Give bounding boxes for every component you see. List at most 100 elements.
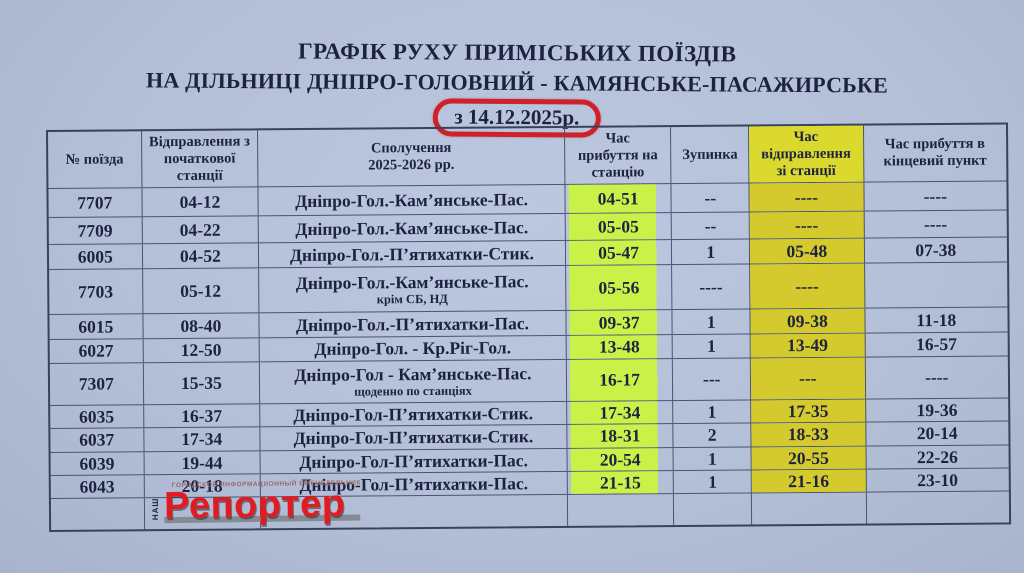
cell-final-arrival: 07-38 bbox=[915, 239, 957, 260]
cell-final-arrival: 11-18 bbox=[916, 309, 957, 330]
cell-departure-station: 21-16 bbox=[751, 469, 867, 493]
cell-train-number: 7703 bbox=[49, 269, 144, 314]
route-note: крім СБ, НД bbox=[376, 291, 448, 306]
cell-departure-origin: 16-37 bbox=[143, 404, 261, 428]
cell-train-number: 6043 bbox=[50, 475, 145, 498]
train-schedule-table: № поїзда Відправлення з початкової станц… bbox=[46, 122, 1012, 532]
cell-final-arrival bbox=[866, 491, 1009, 523]
cell-stop: 1 bbox=[674, 470, 752, 494]
cell-train-number: 6015 bbox=[49, 314, 144, 339]
route-text: Дніпро-Гол.-Кам’янське-Пас. bbox=[295, 270, 529, 293]
cell-stop: -- bbox=[672, 212, 750, 240]
cell-stop: -- bbox=[671, 183, 750, 213]
cell-arrival-station bbox=[567, 494, 675, 526]
cell-final-arrival: ---- bbox=[923, 213, 948, 234]
route-text: Дніпро-Гол-П’ятихатки-Стик. bbox=[293, 402, 534, 425]
route-text: Дніпро-Гол.-П’ятихатки-Стик. bbox=[289, 242, 535, 265]
route-text: Дніпро-Гол - Кам’янське-Пас. bbox=[294, 363, 532, 386]
cell-route: Дніпро-Гол.-П’ятихатки-Стик. bbox=[259, 240, 566, 268]
cell-final-arrival: 20-14 bbox=[916, 422, 958, 444]
cell-departure-origin: 19-44 bbox=[144, 451, 261, 475]
cell-arrival-station: 05-05 bbox=[565, 213, 673, 240]
cell-final-arrival: 23-10 bbox=[917, 469, 959, 490]
cell-stop: ---- bbox=[672, 264, 751, 310]
route-text: Дніпро-Гол-П’ятихатки-Стик. bbox=[293, 426, 534, 449]
route-text: Дніпро-Гол.-П’ятихатки-Пас. bbox=[295, 312, 530, 335]
cell-arrival-station: 16-17 bbox=[566, 359, 674, 401]
logo-vertical-text: НАШ bbox=[150, 497, 161, 521]
route-text: Дніпро-Гол.-Кам’янське-Пас. bbox=[295, 216, 529, 239]
cell-departure-origin: 04-22 bbox=[142, 216, 260, 244]
cell-arrival-station: 17-34 bbox=[566, 401, 674, 424]
cell-departure-origin: 04-52 bbox=[142, 243, 260, 269]
cell-departure-station: 18-33 bbox=[751, 422, 867, 447]
cell-train-number: 7307 bbox=[49, 363, 144, 405]
cell-route: Дніпро-Гол.-Кам’янське-Пас. крім СБ, НД bbox=[259, 265, 567, 313]
cell-route: Дніпро-Гол. - Кр.Ріг-Гол. bbox=[259, 335, 567, 362]
cell-arrival-station: 18-31 bbox=[567, 424, 674, 448]
cell-route: Дніпро-Гол-П’ятихатки-Стик. bbox=[260, 401, 568, 427]
cell-train-number: 6027 bbox=[49, 339, 144, 363]
table-row: 7703 05-12 Дніпро-Гол.-Кам’янське-Пас. к… bbox=[49, 262, 1008, 315]
cell-train-number: 6037 bbox=[50, 428, 145, 452]
cell-stop: 1 bbox=[673, 400, 752, 424]
cell-stop: 1 bbox=[672, 309, 751, 335]
cell-arrival-station: 04-51 bbox=[565, 184, 673, 213]
schedule-title: ГРАФІК РУХУ ПРИМІСЬКИХ ПОЇЗДІВ bbox=[297, 38, 737, 67]
table-header-row: № поїзда Відправлення з початкової станц… bbox=[48, 124, 1007, 189]
cell-route: Дніпро-Гол.-П’ятихатки-Пас. bbox=[259, 310, 567, 338]
cell-final-arrival: 16-57 bbox=[916, 333, 957, 355]
column-header-arrival-station: Час прибуття на станцію bbox=[564, 127, 672, 184]
cell-stop: 1 bbox=[672, 239, 751, 265]
cell-train-number bbox=[50, 498, 145, 530]
cell-train-number: 7707 bbox=[48, 188, 143, 217]
cell-final-arrival: 22-26 bbox=[916, 446, 958, 467]
cell-departure-station: ---- bbox=[749, 211, 865, 239]
route-text: Дніпро-Гол.-Кам’янське-Пас. bbox=[295, 188, 529, 211]
cell-arrival-station: 13-48 bbox=[566, 335, 674, 359]
cell-departure-station: 13-49 bbox=[750, 333, 866, 358]
cell-final-arrival: ---- bbox=[923, 185, 948, 206]
cell-train-number: 6005 bbox=[48, 244, 143, 269]
cell-departure-station: ---- bbox=[750, 263, 866, 309]
cell-departure-station: 09-38 bbox=[750, 308, 866, 334]
cell-departure-station: 17-35 bbox=[751, 399, 866, 423]
cell-stop bbox=[674, 493, 753, 526]
cell-departure-origin: 05-12 bbox=[142, 268, 260, 314]
cell-final-arrival bbox=[865, 262, 1008, 307]
cell-route: Дніпро-Гол.-Кам’янське-Пас. bbox=[258, 213, 566, 243]
route-text: Дніпро-Гол. - Кр.Ріг-Гол. bbox=[314, 337, 512, 359]
cell-departure-origin: 04-12 bbox=[142, 187, 259, 217]
cell-arrival-station: 09-37 bbox=[566, 310, 674, 335]
cell-train-number: 7709 bbox=[48, 217, 143, 244]
column-header-final-arrival: Час прибуття в кінцевий пункт bbox=[883, 135, 987, 170]
cell-arrival-station: 05-47 bbox=[565, 240, 673, 265]
column-header-train-number: № поїзда bbox=[48, 131, 143, 188]
cell-stop: 2 bbox=[673, 423, 752, 448]
cell-departure-origin: 15-35 bbox=[143, 362, 261, 405]
cell-route: Дніпро-Гол - Кам’янське-Пас. щоденно по … bbox=[259, 359, 567, 404]
cell-route: Дніпро-Гол.-Кам’янське-Пас. bbox=[258, 184, 566, 216]
cell-arrival-station: 20-54 bbox=[567, 448, 675, 471]
cell-departure-origin: 08-40 bbox=[143, 313, 260, 339]
cell-departure-station: 20-55 bbox=[751, 446, 867, 470]
newspaper-logo: НАШ ГОРОДСКОЙ ИНФОРМАЦИОННЫЙ ЕЖЕНЕДЕЛЬНИ… bbox=[150, 480, 361, 528]
column-header-route: Сполучення 2025-2026 рр. bbox=[258, 127, 566, 187]
cell-train-number: 6039 bbox=[50, 452, 145, 475]
cell-route: Дніпро-Гол-П’ятихатки-Стик. bbox=[260, 424, 568, 451]
cell-departure-station: 05-48 bbox=[749, 238, 865, 264]
cell-arrival-station: 05-56 bbox=[565, 265, 673, 310]
cell-train-number: 6035 bbox=[50, 405, 144, 428]
cell-departure-origin: 12-50 bbox=[143, 338, 260, 363]
cell-departure-station bbox=[751, 492, 867, 525]
route-note: щоденно по станціях bbox=[354, 383, 472, 399]
cell-departure-station: --- bbox=[750, 357, 866, 400]
cell-departure-station: ---- bbox=[749, 182, 865, 212]
cell-stop: 1 bbox=[673, 447, 752, 471]
column-header-departure-station: Час відправлення зі станції bbox=[749, 125, 865, 183]
table-row: 7307 15-35 Дніпро-Гол - Кам’янське-Пас. … bbox=[49, 356, 1009, 406]
column-header-stop: Зупинка bbox=[671, 126, 750, 184]
column-header-departure-origin: Відправлення з початкової станції bbox=[141, 130, 259, 188]
cell-stop: 1 bbox=[673, 334, 751, 359]
